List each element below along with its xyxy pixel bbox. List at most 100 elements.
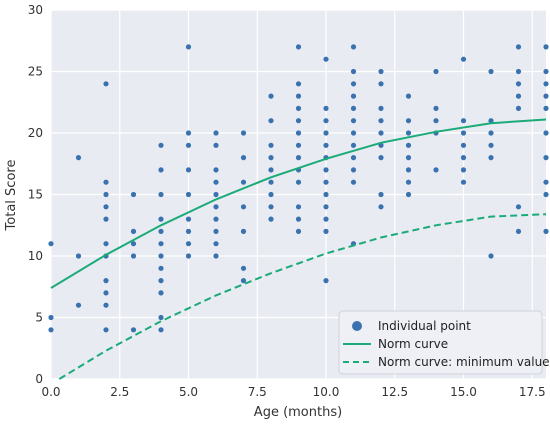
data-point [515, 93, 522, 99]
legend-point-marker [352, 321, 362, 331]
data-point [268, 142, 274, 148]
y-axis-label: Total Score [4, 160, 19, 232]
data-point [185, 191, 192, 198]
x-tick-label: 12.5 [381, 385, 408, 399]
data-point [460, 179, 467, 185]
data-point [103, 191, 109, 198]
data-point [488, 142, 494, 148]
y-tick-label: 5 [35, 311, 43, 325]
data-point [515, 44, 522, 50]
y-tick-label: 20 [28, 126, 43, 140]
data-point [350, 68, 357, 75]
data-point [488, 68, 494, 75]
data-point [213, 228, 219, 234]
data-point [103, 241, 109, 247]
data-point [378, 105, 384, 111]
data-point [378, 68, 384, 75]
data-point [295, 44, 302, 50]
norm-min-curve-line [58, 213, 547, 380]
data-point [515, 105, 522, 111]
x-tick-label: 0.0 [41, 385, 60, 399]
data-point [543, 191, 549, 198]
data-point [460, 56, 467, 62]
data-point [433, 68, 439, 75]
data-point [350, 118, 357, 124]
data-point [213, 130, 219, 136]
data-point [378, 204, 384, 210]
data-point [268, 118, 274, 124]
plot-area [48, 9, 549, 380]
data-point [158, 265, 164, 271]
data-point [323, 142, 329, 148]
data-point [323, 191, 329, 198]
legend-box [338, 310, 543, 375]
data-point [378, 130, 384, 136]
data-point [185, 142, 192, 148]
data-point [295, 118, 302, 124]
data-point [543, 44, 549, 50]
data-point [48, 314, 54, 321]
data-point [378, 155, 384, 161]
y-axis-ticks: 0 5 10 15 20 25 30 [28, 3, 43, 386]
data-point [378, 118, 384, 124]
data-point [268, 179, 274, 185]
y-tick-label: 15 [28, 188, 43, 202]
data-point [185, 44, 192, 50]
data-point [240, 204, 247, 210]
data-point [405, 155, 412, 161]
data-point [350, 130, 357, 136]
data-point [213, 167, 219, 173]
data-point [185, 228, 192, 234]
data-point [48, 327, 54, 333]
data-point [75, 155, 82, 161]
data-point [543, 228, 549, 234]
data-point [460, 167, 467, 173]
data-point [323, 278, 329, 284]
data-point [240, 155, 247, 161]
x-axis-label: Age (months) [254, 405, 342, 420]
data-point [185, 241, 192, 247]
data-point [350, 44, 357, 50]
data-point [240, 130, 247, 136]
data-point [460, 155, 467, 161]
data-point [295, 216, 302, 222]
data-point [103, 290, 109, 296]
y-tick-label: 10 [28, 249, 43, 263]
data-point [405, 142, 412, 148]
data-point [323, 130, 329, 136]
data-point [103, 302, 109, 308]
data-point [488, 118, 494, 124]
data-point [460, 142, 467, 148]
data-point [350, 93, 357, 99]
data-point [323, 228, 329, 234]
data-point [103, 216, 109, 222]
data-point [213, 191, 219, 198]
data-point [350, 179, 357, 185]
data-point [405, 118, 412, 124]
data-point [460, 118, 467, 124]
data-point [213, 253, 219, 259]
x-tick-label: 7.5 [248, 385, 267, 399]
data-point [405, 130, 412, 136]
data-point [213, 204, 219, 210]
data-point [350, 81, 357, 87]
x-tick-label: 17.5 [519, 385, 546, 399]
data-point [543, 130, 549, 136]
x-tick-label: 15.0 [450, 385, 477, 399]
data-point [240, 265, 247, 271]
data-point [295, 81, 302, 87]
data-point [323, 204, 329, 210]
data-point [405, 167, 412, 173]
data-point [158, 290, 164, 296]
data-point [378, 191, 384, 198]
data-point [323, 118, 329, 124]
data-point [295, 142, 302, 148]
data-point [103, 327, 109, 333]
data-point [323, 105, 329, 111]
data-point [543, 68, 549, 75]
data-point [213, 216, 219, 222]
data-point [488, 253, 494, 259]
data-point [213, 179, 219, 185]
data-point [323, 167, 329, 173]
data-point [488, 155, 494, 161]
